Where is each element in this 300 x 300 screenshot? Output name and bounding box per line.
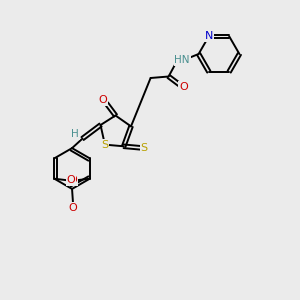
Text: S: S (101, 140, 109, 150)
Text: O: O (67, 175, 76, 185)
Text: H: H (71, 129, 79, 139)
Text: N: N (205, 31, 213, 41)
Text: O: O (98, 95, 107, 105)
Text: O: O (68, 175, 77, 185)
Text: HN: HN (174, 55, 190, 65)
Text: O: O (69, 202, 77, 212)
Text: O: O (179, 82, 188, 92)
Text: S: S (141, 143, 148, 153)
